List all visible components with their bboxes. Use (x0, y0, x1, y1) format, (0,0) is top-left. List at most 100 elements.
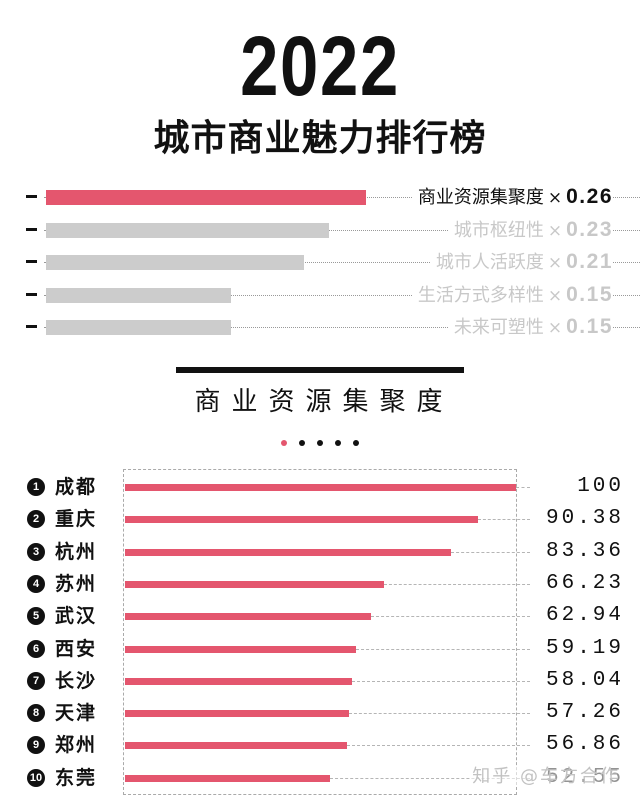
score-bar (125, 645, 356, 653)
chart-frame (123, 469, 517, 795)
weight-bar (46, 222, 329, 238)
rank-badge: 6 (27, 639, 45, 658)
weight-bar (46, 255, 304, 270)
score-value: 100 (577, 475, 624, 498)
score-value: 83.36 (545, 539, 624, 563)
city-name: 杭州 (55, 540, 98, 563)
city-name: 成都 (55, 476, 98, 498)
weight-name: 生活方式多样性 (417, 284, 544, 306)
weight-label: 未来可塑性 × 0.15 (447, 314, 613, 340)
weight-name: 城市枢纽性 (453, 219, 544, 241)
weight-name: 未来可塑性 (453, 317, 544, 338)
score-bar (125, 484, 516, 491)
weight-row: 城市枢纽性 × 0.23 (0, 215, 640, 245)
weight-value: 0.15 (566, 315, 613, 338)
weight-leader-line (44, 229, 640, 231)
rank-badge: 10 (27, 768, 45, 787)
score-bar (125, 613, 371, 621)
weight-label: 城市人活跃度 × 0.21 (429, 249, 613, 275)
ranking-row: 7 长沙 58.04 (0, 666, 640, 696)
times-sign: × (547, 285, 563, 306)
page-title: 城市商业魅力排行榜 (153, 118, 487, 159)
ranking-row: 9 郑州 56.86 (0, 730, 640, 760)
city-name: 武汉 (55, 605, 98, 628)
weight-dash (26, 195, 37, 198)
ranking-row: 3 杭州 83.36 (0, 537, 640, 567)
city-name: 东莞 (55, 766, 98, 789)
score-value: 66.23 (545, 571, 624, 595)
rank-badge: 4 (27, 574, 45, 593)
ranking-row: 1 成都 100 (0, 472, 640, 502)
rank-badge: 2 (27, 510, 45, 529)
weight-dash (26, 260, 37, 263)
ranking-row: 8 天津 57.26 (0, 698, 640, 728)
score-bar (125, 677, 352, 685)
leader-line (478, 519, 530, 521)
weight-value: 0.21 (566, 250, 613, 273)
weight-row: 生活方式多样性 × 0.15 (0, 280, 640, 310)
weight-value: 0.26 (566, 185, 613, 208)
city-name: 重庆 (55, 508, 98, 531)
times-sign: × (547, 318, 563, 338)
pager-dot[interactable] (317, 439, 323, 446)
score-bar (125, 774, 330, 782)
score-value: 90.38 (545, 507, 624, 531)
rank-badge: 7 (27, 671, 45, 690)
section-subtitle: 商业资源集聚度 (194, 387, 454, 417)
pager-dot[interactable] (281, 439, 287, 446)
ranking-row: 5 武汉 62.94 (0, 601, 640, 631)
city-name: 郑州 (55, 734, 98, 757)
score-value: 56.86 (545, 733, 624, 757)
score-value: 58.04 (545, 668, 624, 692)
weight-value: 0.15 (566, 282, 613, 306)
weight-name: 城市人活跃度 (435, 252, 544, 273)
weight-leader-line (44, 262, 640, 263)
city-name: 西安 (55, 637, 98, 660)
score-bar (125, 516, 478, 524)
rank-badge: 9 (27, 736, 45, 755)
watermark-text: 知乎 @车方合作 (470, 766, 622, 787)
score-bar (125, 710, 349, 718)
weight-bar (46, 190, 366, 205)
rank-badge: 8 (27, 704, 45, 723)
score-value: 57.26 (545, 701, 624, 725)
divider-rule (176, 367, 464, 373)
score-value: 59.19 (545, 636, 624, 660)
weight-label: 生活方式多样性 × 0.15 (411, 281, 613, 308)
leader-line (330, 777, 530, 779)
score-bar (125, 580, 384, 588)
leader-line (384, 583, 530, 585)
weight-value: 0.23 (566, 217, 613, 241)
score-value: 62.94 (545, 604, 624, 628)
weight-bar (46, 287, 231, 303)
weight-dash (26, 325, 37, 328)
times-sign: × (547, 188, 563, 208)
leader-line (349, 713, 530, 715)
rank-badge: 3 (27, 542, 45, 561)
score-bar (125, 548, 451, 556)
pager-dot[interactable] (299, 439, 305, 446)
leader-line (347, 745, 530, 747)
times-sign: × (547, 220, 563, 241)
ranking-row: 2 重庆 90.38 (0, 504, 640, 534)
city-name: 长沙 (55, 669, 98, 692)
weight-row: 商业资源集聚度 × 0.26 (0, 182, 640, 212)
city-name: 苏州 (55, 572, 98, 595)
pager-dot[interactable] (335, 439, 341, 446)
city-name: 天津 (55, 702, 98, 725)
score-bar (125, 742, 347, 750)
rank-badge: 5 (27, 607, 45, 626)
pager-dot[interactable] (353, 439, 359, 446)
leader-line (356, 648, 530, 650)
pager-dots (0, 432, 640, 446)
rank-badge: 1 (27, 478, 45, 496)
leader-line (371, 616, 530, 618)
ranking-row: 6 西安 59.19 (0, 634, 640, 664)
ranking-row: 4 苏州 66.23 (0, 569, 640, 599)
leader-line (451, 551, 530, 553)
watermark: 知乎 @车方合作 (470, 762, 622, 788)
weight-bar (46, 320, 231, 335)
times-sign: × (547, 253, 563, 273)
weight-row: 城市人活跃度 × 0.21 (0, 247, 640, 277)
weight-name: 商业资源集聚度 (417, 187, 544, 208)
